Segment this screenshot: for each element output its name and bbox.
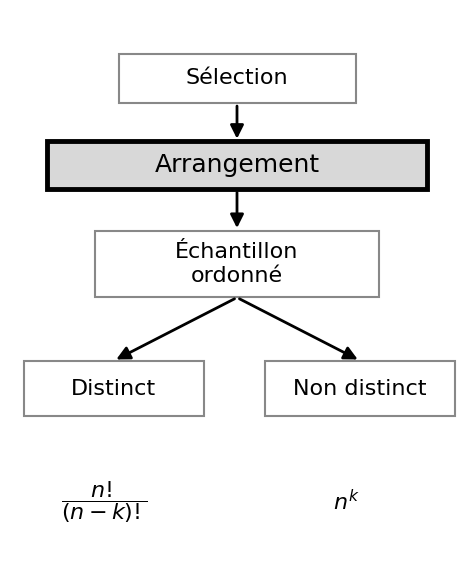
Text: Non distinct: Non distinct: [293, 379, 427, 398]
Text: Échantillon
ordonné: Échantillon ordonné: [175, 242, 299, 285]
FancyBboxPatch shape: [118, 54, 356, 103]
Text: Sélection: Sélection: [186, 68, 288, 88]
Text: Arrangement: Arrangement: [155, 153, 319, 177]
FancyBboxPatch shape: [24, 361, 204, 416]
FancyBboxPatch shape: [95, 230, 379, 297]
Text: $\dfrac{n!}{(n-k)!}$: $\dfrac{n!}{(n-k)!}$: [61, 478, 148, 525]
FancyBboxPatch shape: [47, 142, 427, 189]
Text: Distinct: Distinct: [71, 379, 156, 398]
FancyBboxPatch shape: [265, 361, 455, 416]
Text: $n^k$: $n^k$: [333, 489, 359, 514]
